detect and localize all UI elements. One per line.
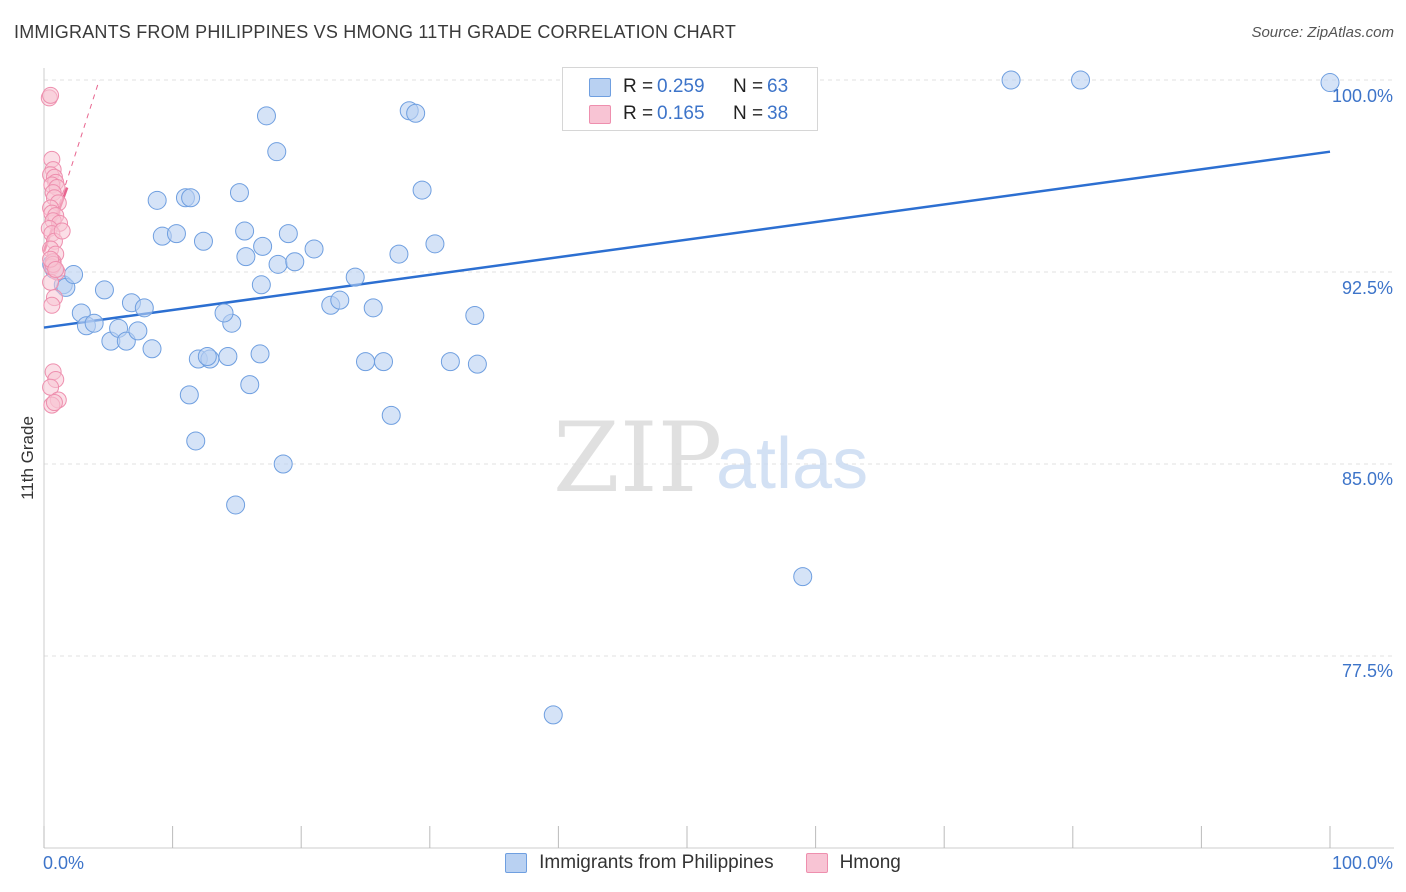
- hmong-swatch: [805, 853, 828, 873]
- legend-label: Immigrants from Philippines: [539, 852, 774, 873]
- hmong-swatch: [589, 104, 611, 124]
- point-philippines: [186, 431, 206, 451]
- point-philippines: [278, 224, 298, 244]
- n-label: N =: [733, 103, 764, 124]
- point-philippines: [1320, 73, 1340, 93]
- point-philippines: [214, 303, 234, 323]
- point-philippines: [193, 231, 213, 251]
- point-hmong: [43, 296, 61, 314]
- point-philippines: [166, 224, 186, 244]
- point-philippines: [64, 265, 84, 285]
- point-philippines: [543, 705, 563, 725]
- gridlines: [44, 79, 1394, 657]
- point-philippines: [345, 267, 365, 287]
- r-label: R =: [623, 76, 654, 97]
- point-philippines: [229, 183, 249, 203]
- legend-item-philippines[interactable]: Immigrants from Philippines: [505, 852, 774, 874]
- point-hmong: [47, 260, 65, 278]
- point-philippines: [467, 354, 487, 374]
- point-philippines: [425, 234, 445, 254]
- axes: [43, 68, 1394, 849]
- n-value: 63: [767, 76, 789, 97]
- point-philippines: [1001, 70, 1021, 90]
- point-hmong: [53, 222, 71, 240]
- point-philippines: [240, 375, 260, 395]
- point-philippines: [147, 190, 167, 210]
- point-philippines: [330, 290, 350, 310]
- chart-title: IMMIGRANTS FROM PHILIPPINES VS HMONG 11T…: [14, 22, 737, 42]
- point-philippines: [440, 352, 460, 372]
- data-points: [40, 70, 1340, 725]
- point-philippines: [218, 346, 238, 366]
- point-philippines: [128, 321, 148, 341]
- r-value: 0.259: [657, 76, 705, 97]
- philippines-swatch: [589, 77, 611, 97]
- point-philippines: [84, 313, 104, 333]
- n-value: 38: [767, 103, 789, 124]
- x-tick-label-100: 100.0%: [1331, 853, 1393, 873]
- y-tick-label-85: 85.0%: [1341, 469, 1393, 489]
- philippines-swatch: [505, 853, 528, 873]
- n-label: N =: [733, 76, 764, 97]
- point-hmong: [42, 86, 60, 104]
- y-tick-label-77-5: 77.5%: [1341, 661, 1393, 681]
- x-tick-label-0: 0.0%: [43, 853, 85, 873]
- y-axis-label: 11th Grade: [18, 416, 37, 500]
- point-philippines: [251, 275, 271, 295]
- source-label: Source: ZipAtlas.com: [1251, 24, 1394, 41]
- point-philippines: [285, 252, 305, 272]
- legend-row-hmong: R = 0.165 N = 38: [589, 102, 788, 126]
- point-philippines: [273, 454, 293, 474]
- point-philippines: [142, 339, 162, 359]
- watermark: ZIP atlas: [553, 402, 868, 514]
- point-philippines: [134, 298, 154, 318]
- y-tick-label-100: 100.0%: [1331, 86, 1393, 106]
- series-legend: Immigrants from Philippines Hmong: [0, 852, 1406, 874]
- point-philippines: [268, 254, 288, 274]
- legend-row-philippines: R = 0.259 N = 63: [589, 75, 788, 99]
- point-philippines: [236, 247, 256, 267]
- correlation-legend: R = 0.259 N = 63 R = 0.165 N = 38: [562, 67, 818, 131]
- point-philippines: [406, 103, 426, 123]
- r-value: 0.165: [657, 103, 705, 124]
- point-philippines: [250, 344, 270, 364]
- point-hmong: [45, 394, 63, 412]
- point-philippines: [267, 142, 287, 162]
- point-philippines: [181, 188, 201, 208]
- point-philippines: [1071, 70, 1091, 90]
- point-philippines: [235, 221, 255, 241]
- point-philippines: [253, 236, 273, 256]
- point-philippines: [793, 567, 813, 587]
- point-philippines: [197, 346, 217, 366]
- y-tick-label-92-5: 92.5%: [1341, 278, 1393, 298]
- point-philippines: [374, 352, 394, 372]
- point-philippines: [412, 180, 432, 200]
- point-philippines: [465, 306, 485, 326]
- point-philippines: [381, 405, 401, 425]
- trendline-philippines: [43, 150, 1331, 329]
- point-philippines: [256, 106, 276, 126]
- legend-item-hmong[interactable]: Hmong: [805, 852, 901, 874]
- point-philippines: [356, 352, 375, 372]
- watermark-zip: ZIP: [553, 402, 722, 514]
- point-philippines: [94, 280, 114, 300]
- point-philippines: [363, 298, 383, 318]
- watermark-atlas: atlas: [716, 424, 868, 504]
- point-philippines: [304, 239, 324, 259]
- point-philippines: [179, 385, 199, 405]
- point-philippines: [226, 495, 246, 515]
- point-philippines: [389, 244, 409, 264]
- r-label: R =: [623, 103, 654, 124]
- legend-label: Hmong: [839, 852, 901, 873]
